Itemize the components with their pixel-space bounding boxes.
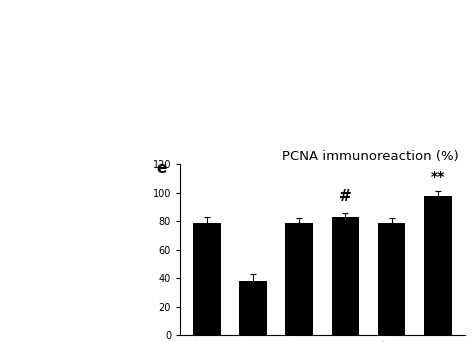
Text: #: # bbox=[339, 189, 352, 204]
Bar bbox=[193, 223, 221, 335]
Bar bbox=[424, 196, 452, 335]
Text: e: e bbox=[156, 161, 167, 176]
Bar bbox=[331, 217, 359, 335]
Text: **: ** bbox=[430, 170, 445, 184]
Bar bbox=[285, 223, 313, 335]
Bar bbox=[239, 281, 267, 335]
Bar bbox=[378, 223, 405, 335]
Text: PCNA immunoreaction (%): PCNA immunoreaction (%) bbox=[282, 150, 459, 163]
